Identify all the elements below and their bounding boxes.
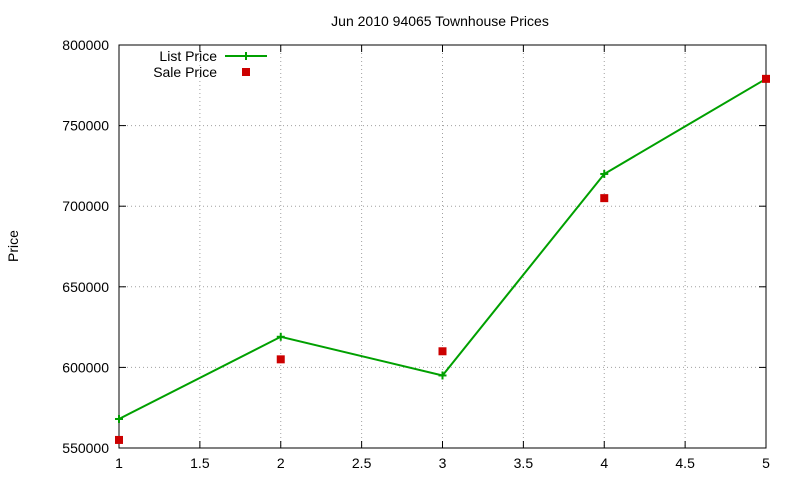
y-tick-label: 750000 <box>62 118 109 134</box>
legend-label-sale-price: Sale Price <box>153 64 217 80</box>
list-price-point <box>115 414 123 423</box>
y-tick-label: 700000 <box>62 198 109 214</box>
list-price-point <box>600 169 609 178</box>
sale-price-point <box>276 355 285 364</box>
sale-price-point <box>438 347 447 356</box>
y-axis-tick-labels: 550000 600000 650000 700000 750000 800000 <box>62 37 109 456</box>
x-tick-label: 3.5 <box>514 455 534 471</box>
legend-marker-sale-price <box>242 68 250 76</box>
list-price-point <box>276 332 285 341</box>
series <box>115 74 770 444</box>
y-tick-label: 600000 <box>62 359 109 375</box>
x-tick-label: 4 <box>600 455 608 471</box>
x-tick-label: 1.5 <box>190 455 210 471</box>
y-tick-label: 550000 <box>62 440 109 456</box>
list-price-point <box>438 371 447 380</box>
x-tick-label: 2.5 <box>352 455 372 471</box>
y-tick-label: 800000 <box>62 37 109 53</box>
chart-title: Jun 2010 94065 Townhouse Prices <box>331 13 549 29</box>
sale-price-point <box>600 194 609 203</box>
x-axis-tick-labels: 1 1.5 2 2.5 3 3.5 4 4.5 5 <box>115 455 770 471</box>
x-tick-label: 5 <box>762 455 770 471</box>
x-tick-label: 4.5 <box>675 455 695 471</box>
y-axis-label: Price <box>5 230 21 262</box>
legend-label-list-price: List Price <box>159 48 217 64</box>
legend-marker-list-price <box>225 52 267 60</box>
x-tick-label: 3 <box>439 455 447 471</box>
legend-square-sale-price <box>242 68 250 76</box>
sale-price-point <box>115 435 123 444</box>
grid <box>119 45 766 448</box>
x-tick-label: 1 <box>115 455 123 471</box>
sale-price-point <box>762 74 770 83</box>
legend: List Price Sale Price <box>153 48 267 80</box>
legend-plus-list-price <box>242 52 250 60</box>
y-tick-label: 650000 <box>62 279 109 295</box>
x-tick-label: 2 <box>277 455 285 471</box>
axis-ticks <box>118 44 767 449</box>
